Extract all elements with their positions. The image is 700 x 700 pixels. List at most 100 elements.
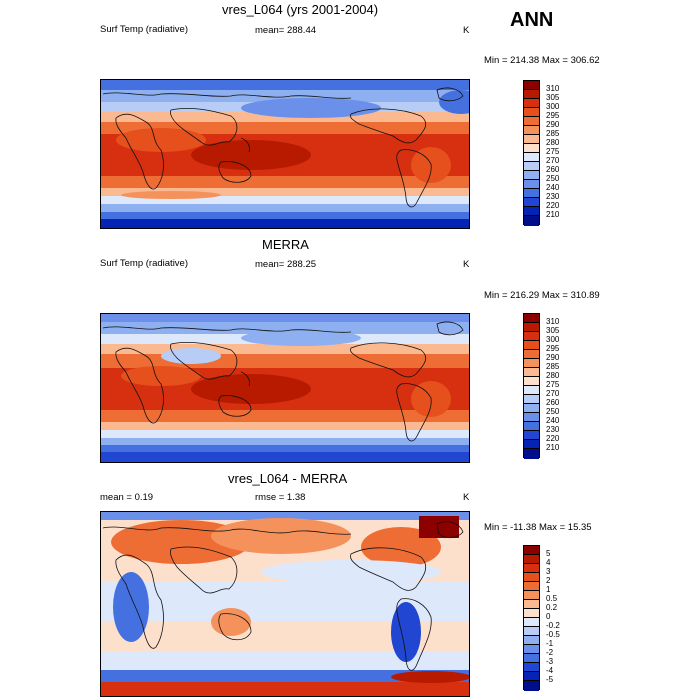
panel1-minmax: Min = 214.38 Max = 306.62 <box>484 55 600 66</box>
panel2-colorbar-label: 310 <box>546 317 560 326</box>
panel2-colorbar-box <box>524 350 539 359</box>
panel3-colorbar-label: -4 <box>546 666 554 675</box>
panel3-colorbar-box <box>524 591 539 600</box>
panel2-colorbar-label: 295 <box>546 344 560 353</box>
panel1-map <box>100 79 470 229</box>
panel3-title: vres_L064 - MERRA <box>228 471 348 486</box>
panel1-colorbar-label: 295 <box>546 111 560 120</box>
panel1-colorbar-label: 240 <box>546 183 560 192</box>
panel2-units: K <box>463 259 470 270</box>
panel3-map <box>100 511 470 697</box>
panel3-colorbar-box <box>524 636 539 645</box>
panel1-colorbar-label: 305 <box>546 93 560 102</box>
panel2-colorbar-box <box>524 386 539 395</box>
panel3-colorbar-box <box>524 573 539 582</box>
panel1-colorbar-box <box>524 135 539 144</box>
panel1-colorbar-box <box>524 162 539 171</box>
panel1-colorbar-label: 280 <box>546 138 560 147</box>
panel2-colorbar-label: 305 <box>546 326 560 335</box>
panel3-colorbar-label: 0 <box>546 612 551 621</box>
panel3-colorbar-box <box>524 546 539 555</box>
panel2-colorbar-label: 220 <box>546 434 560 443</box>
panel1-colorbar-box <box>524 180 539 189</box>
panel3-colorbar-label: -2 <box>546 648 554 657</box>
panel2-colorbar <box>523 313 540 459</box>
panel1-units: K <box>463 25 470 36</box>
panel1-title: vres_L064 (yrs 2001-2004) <box>222 2 379 17</box>
panel2-colorbar-label: 260 <box>546 398 560 407</box>
panel3-colorbar-label: -1 <box>546 639 554 648</box>
panel1-colorbar-label: 310 <box>546 84 560 93</box>
panel1-mean-label: mean= 288.44 <box>255 25 317 36</box>
panel3-colorbar-label: -0.2 <box>546 621 560 630</box>
panel1-map-field <box>101 80 469 228</box>
panel3-colorbar-box <box>524 654 539 663</box>
panel3-colorbar-box <box>524 609 539 618</box>
panel2-colorbar-box <box>524 440 539 449</box>
panel3-colorbar-box <box>524 618 539 627</box>
panel3-mean-label: mean = 0.19 <box>100 492 154 503</box>
panel3-colorbar-box <box>524 681 539 691</box>
panel3-colorbar-box <box>524 672 539 681</box>
panel3-colorbar-label: 2 <box>546 576 551 585</box>
season-label: ANN <box>510 9 554 31</box>
panel2-colorbar-box <box>524 368 539 377</box>
panel3-colorbar-label: 0.5 <box>546 594 558 603</box>
panel3-colorbar-label: 0.2 <box>546 603 558 612</box>
panel2-colorbar-label: 275 <box>546 380 560 389</box>
panel3-colorbar <box>523 545 540 691</box>
panel1-left-label: Surf Temp (radiative) <box>100 24 188 35</box>
panel2-colorbar-box <box>524 413 539 422</box>
panel2-colorbar-label: 230 <box>546 425 560 434</box>
panel3-minmax: Min = -11.38 Max = 15.35 <box>484 522 592 533</box>
panel1-colorbar-box <box>524 108 539 117</box>
panel1-colorbar-label: 300 <box>546 102 560 111</box>
panel2-colorbar-label: 280 <box>546 371 560 380</box>
panel3-colorbar-label: 5 <box>546 549 551 558</box>
panel1-colorbar-label: 270 <box>546 156 560 165</box>
panel3-colorbar-box <box>524 645 539 654</box>
panel2-colorbar-box <box>524 422 539 431</box>
panel2-colorbar-box <box>524 332 539 341</box>
panel1-colorbar-label: 230 <box>546 192 560 201</box>
panel2-colorbar-label: 210 <box>546 443 560 452</box>
panel1-colorbar-box <box>524 207 539 216</box>
panel2-colorbar-box <box>524 341 539 350</box>
panel3-colorbar-label: -0.5 <box>546 630 560 639</box>
panel3-colorbar-label: -3 <box>546 657 554 666</box>
panel1-colorbar-box <box>524 216 539 226</box>
panel2-colorbar-box <box>524 359 539 368</box>
panel2-colorbar-box <box>524 395 539 404</box>
panel2-colorbar-label: 285 <box>546 362 560 371</box>
panel2-title: MERRA <box>262 237 309 252</box>
panel2-colorbar-box <box>524 377 539 386</box>
panel3-colorbar-box <box>524 663 539 672</box>
panel1-colorbar-label: 285 <box>546 129 560 138</box>
panel1-colorbar-label: 275 <box>546 147 560 156</box>
panel2-colorbar-box <box>524 431 539 440</box>
panel3-colorbar-label: 4 <box>546 558 551 567</box>
panel1-colorbar-label: 290 <box>546 120 560 129</box>
panel2-colorbar-label: 270 <box>546 389 560 398</box>
panel3-colorbar-box <box>524 600 539 609</box>
panel1-colorbar-box <box>524 189 539 198</box>
panel1-colorbar-box <box>524 90 539 99</box>
panel1-colorbar-box <box>524 198 539 207</box>
panel1-colorbar-label: 210 <box>546 210 560 219</box>
panel2-left-label: Surf Temp (radiative) <box>100 258 188 269</box>
panel2-minmax: Min = 216.29 Max = 310.89 <box>484 290 600 301</box>
panel1-colorbar-box <box>524 99 539 108</box>
panel3-rmse-label: rmse = 1.38 <box>255 492 306 503</box>
panel1-colorbar-box <box>524 153 539 162</box>
panel1-colorbar-box <box>524 171 539 180</box>
panel3-units: K <box>463 492 470 503</box>
panel1-colorbar-label: 220 <box>546 201 560 210</box>
panel1-colorbar <box>523 80 540 226</box>
panel1-colorbar-label: 260 <box>546 165 560 174</box>
panel2-colorbar-label: 250 <box>546 407 560 416</box>
panel2-map <box>100 313 470 463</box>
panel1-colorbar-label: 250 <box>546 174 560 183</box>
panel3-colorbar-box <box>524 582 539 591</box>
panel3-colorbar-box <box>524 555 539 564</box>
panel2-colorbar-label: 240 <box>546 416 560 425</box>
